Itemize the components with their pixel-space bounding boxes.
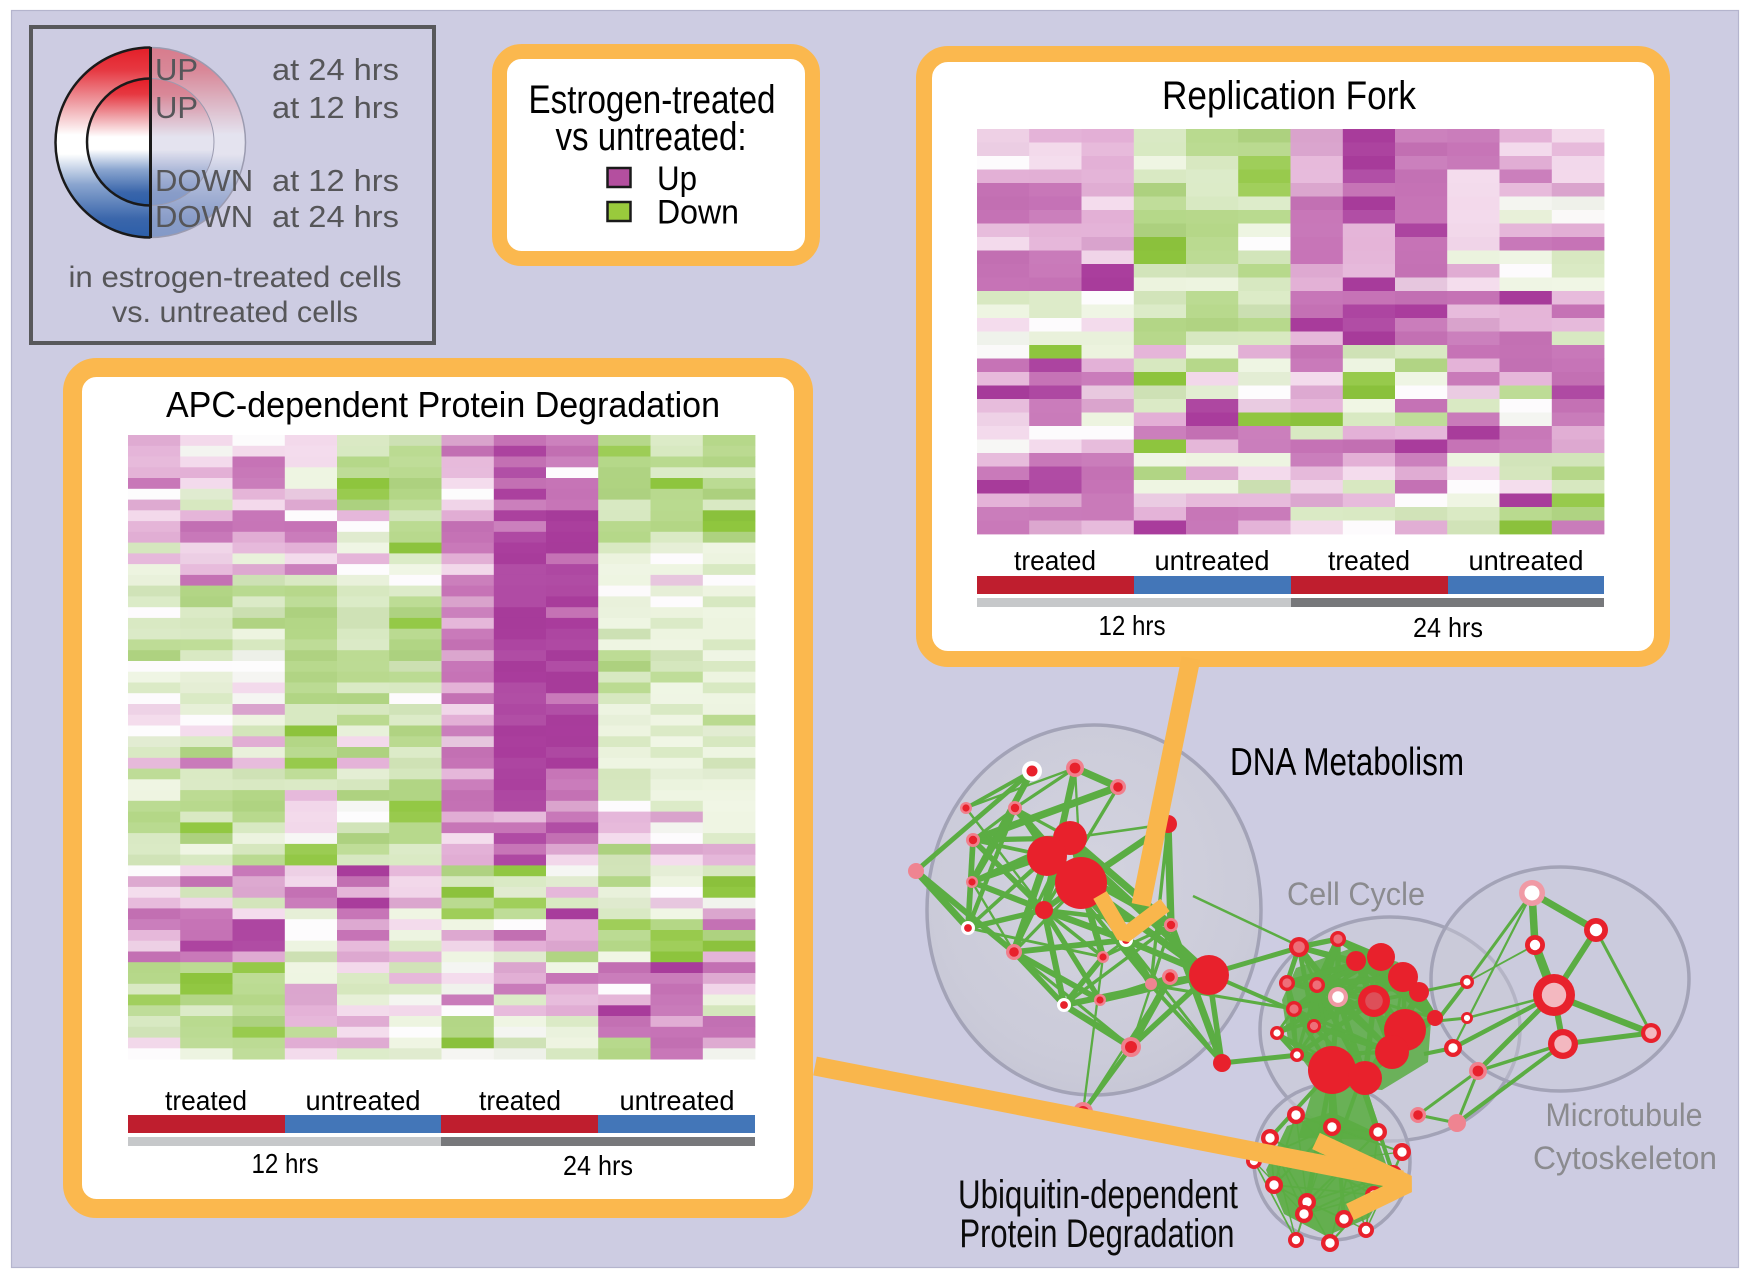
svg-text:at 12 hrs: at 12 hrs bbox=[272, 163, 399, 198]
svg-text:Up: Up bbox=[657, 160, 697, 198]
svg-text:treated: treated bbox=[165, 1085, 247, 1116]
svg-text:at 24 hrs: at 24 hrs bbox=[272, 52, 399, 87]
svg-text:APC-dependent Protein Degradat: APC-dependent Protein Degradation bbox=[166, 384, 720, 425]
svg-text:UP: UP bbox=[155, 52, 198, 87]
svg-text:untreated: untreated bbox=[620, 1085, 735, 1116]
svg-text:24 hrs: 24 hrs bbox=[563, 1150, 633, 1181]
svg-text:DOWN: DOWN bbox=[155, 163, 253, 198]
svg-text:12 hrs: 12 hrs bbox=[1099, 610, 1166, 641]
svg-text:DNA Metabolism: DNA Metabolism bbox=[1230, 741, 1464, 784]
svg-text:untreated: untreated bbox=[1155, 545, 1270, 576]
svg-text:24 hrs: 24 hrs bbox=[1413, 612, 1483, 643]
svg-text:Estrogen-treated: Estrogen-treated bbox=[529, 78, 776, 122]
svg-text:treated: treated bbox=[1014, 545, 1096, 576]
svg-text:Cell Cycle: Cell Cycle bbox=[1287, 876, 1425, 912]
svg-text:DOWN: DOWN bbox=[155, 199, 253, 234]
svg-text:untreated: untreated bbox=[306, 1085, 421, 1116]
svg-text:vs untreated:: vs untreated: bbox=[556, 115, 747, 159]
svg-text:at 12 hrs: at 12 hrs bbox=[272, 90, 399, 125]
svg-text:Replication Fork: Replication Fork bbox=[1162, 74, 1417, 118]
svg-text:Protein Degradation: Protein Degradation bbox=[960, 1212, 1235, 1256]
svg-text:UP: UP bbox=[155, 90, 198, 125]
svg-text:Ubiquitin-dependent: Ubiquitin-dependent bbox=[958, 1173, 1238, 1217]
svg-text:untreated: untreated bbox=[1469, 545, 1584, 576]
svg-text:at 24 hrs: at 24 hrs bbox=[272, 199, 399, 234]
svg-text:Microtubule: Microtubule bbox=[1546, 1097, 1703, 1133]
svg-text:vs. untreated cells: vs. untreated cells bbox=[112, 296, 358, 329]
svg-text:treated: treated bbox=[1328, 545, 1410, 576]
svg-text:in estrogen-treated cells: in estrogen-treated cells bbox=[69, 261, 402, 294]
svg-text:Cytoskeleton: Cytoskeleton bbox=[1533, 1140, 1717, 1176]
svg-text:Down: Down bbox=[657, 194, 739, 232]
svg-text:treated: treated bbox=[479, 1085, 561, 1116]
svg-text:12 hrs: 12 hrs bbox=[252, 1148, 319, 1179]
